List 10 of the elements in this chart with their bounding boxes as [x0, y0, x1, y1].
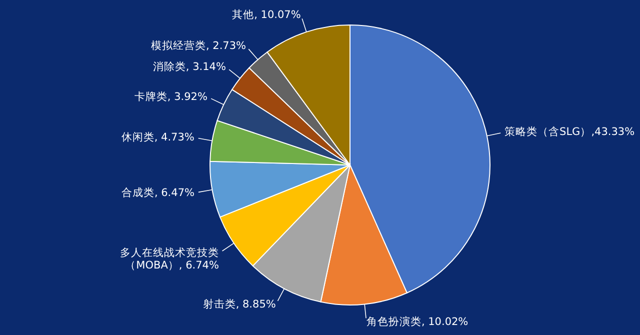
slice-label: 射击类, 8.85% — [202, 298, 276, 311]
slice-label: 休闲类, 4.73% — [121, 130, 194, 144]
slice-label: 消除类, 3.14% — [152, 60, 226, 74]
slice-label: 策略类（含SLG）,43.33% — [504, 125, 635, 138]
slice-label: 卡牌类, 3.92% — [134, 90, 208, 103]
slice-label: 其他, 10.07% — [232, 8, 301, 21]
slice-label: 多人在线战术竞技类（MOBA）, 6.74% — [120, 246, 219, 272]
slice-label: 角色扮演类, 10.02% — [366, 315, 468, 328]
slice-label: 合成类, 6.47% — [121, 186, 195, 199]
slice-label: 模拟经营类, 2.73% — [150, 39, 246, 52]
